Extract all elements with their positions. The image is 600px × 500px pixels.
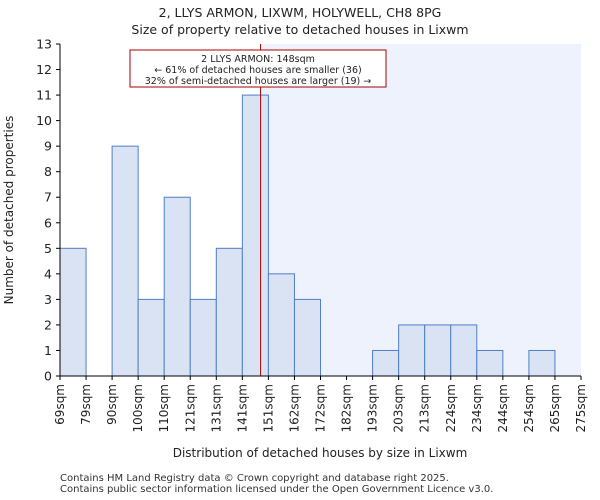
chart-title: 2, LLYS ARMON, LIXWM, HOLYWELL, CH8 8PG — [158, 5, 442, 20]
bar-151sqm — [267, 273, 295, 377]
x-tick-label: 224sqm — [444, 384, 458, 432]
x-tick-label: 254sqm — [522, 384, 536, 432]
y-tick-label: 0 — [44, 369, 52, 384]
bar-234sqm — [476, 349, 504, 377]
x-tick-label: 100sqm — [131, 384, 145, 432]
x-tick-label: 213sqm — [418, 384, 432, 432]
y-tick-label: 6 — [44, 215, 52, 230]
bar-69sqm — [59, 247, 87, 377]
annotation-box — [129, 49, 387, 88]
x-tick-label: 193sqm — [366, 384, 380, 432]
y-tick-label: 7 — [44, 190, 52, 205]
bar-203sqm — [398, 324, 426, 377]
x-tick-label: 90sqm — [105, 384, 119, 425]
y-tick-label: 5 — [44, 241, 52, 256]
bar-121sqm — [189, 298, 217, 377]
x-axis-label: Distribution of detached houses by size … — [173, 446, 468, 460]
chart-subtitle: Size of property relative to detached ho… — [131, 22, 469, 37]
footer-line-2: Contains public sector information licen… — [60, 484, 494, 495]
y-tick-label: 1 — [44, 343, 52, 358]
bar-193sqm — [372, 349, 400, 377]
bar-213sqm — [424, 324, 452, 377]
y-axis-label: Number of detached properties — [2, 116, 16, 305]
x-tick-label: 141sqm — [235, 384, 249, 432]
bar-141sqm — [241, 94, 269, 377]
bar-100sqm — [137, 298, 165, 377]
x-tick-label: 131sqm — [209, 384, 223, 432]
x-tick-label: 162sqm — [287, 384, 301, 432]
x-tick-label: 265sqm — [548, 384, 562, 432]
bar-224sqm — [450, 324, 478, 377]
bar-110sqm — [163, 196, 191, 377]
x-tick-label: 203sqm — [392, 384, 406, 432]
x-tick-label: 121sqm — [183, 384, 197, 432]
bar-131sqm — [215, 247, 243, 377]
annotation-line-2: ← 61% of detached houses are smaller (36… — [154, 65, 361, 76]
x-tick-label: 69sqm — [53, 384, 67, 425]
x-tick-label: 151sqm — [261, 384, 275, 432]
y-tick-label: 12 — [36, 62, 52, 77]
bar-90sqm — [111, 145, 139, 377]
bar-254sqm — [528, 349, 556, 377]
bar-162sqm — [293, 298, 322, 377]
y-tick-label: 10 — [36, 113, 52, 128]
y-tick-label: 3 — [44, 292, 52, 307]
x-tick-label: 182sqm — [340, 384, 354, 432]
y-tick-label: 4 — [44, 266, 52, 281]
y-tick-label: 9 — [44, 139, 52, 154]
x-tick-label: 234sqm — [470, 384, 484, 432]
x-tick-label: 172sqm — [314, 384, 328, 432]
x-tick-label: 79sqm — [79, 384, 93, 425]
x-tick-label: 275sqm — [574, 384, 588, 432]
y-tick-label: 2 — [44, 317, 52, 332]
x-tick-label: 244sqm — [496, 384, 510, 432]
x-tick-label: 110sqm — [157, 384, 171, 432]
y-tick-label: 11 — [36, 88, 52, 103]
y-tick-label: 8 — [44, 164, 52, 179]
annotation-line-1: 2 LLYS ARMON: 148sqm — [201, 54, 315, 65]
annotation-line-3: 32% of semi-detached houses are larger (… — [145, 76, 372, 87]
footer-line-1: Contains HM Land Registry data © Crown c… — [60, 473, 449, 484]
y-tick-label: 13 — [36, 37, 52, 52]
